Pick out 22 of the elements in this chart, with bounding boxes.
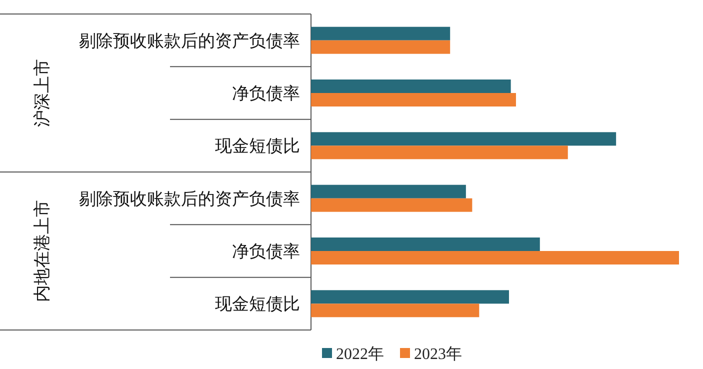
bar: [311, 290, 509, 304]
bar: [311, 304, 480, 318]
bar: [311, 251, 679, 264]
y-tick-label: 剔除预收账款后的资产负债率: [79, 31, 300, 50]
bar: [311, 184, 466, 198]
bar: [311, 26, 450, 40]
bar: [311, 238, 540, 251]
y-tick-label: 净负债率: [232, 242, 300, 261]
y-tick-label: 净负债率: [232, 84, 300, 103]
bar: [311, 40, 450, 54]
legend-label: 2022年: [336, 346, 384, 363]
bar: [311, 93, 516, 106]
bar: [311, 80, 511, 93]
bar: [311, 132, 616, 146]
text: 沪深上市: [32, 59, 52, 127]
text: 内地在港上市: [32, 200, 52, 302]
y-tick-label: 剔除预收账款后的资产负债率: [79, 189, 300, 208]
bar: [311, 146, 568, 160]
legend-label: 2023年: [414, 346, 462, 363]
y-tick-label: 现金短债比: [215, 294, 300, 314]
bar: [311, 198, 472, 212]
y-tick-label: 现金短债比: [215, 136, 300, 156]
